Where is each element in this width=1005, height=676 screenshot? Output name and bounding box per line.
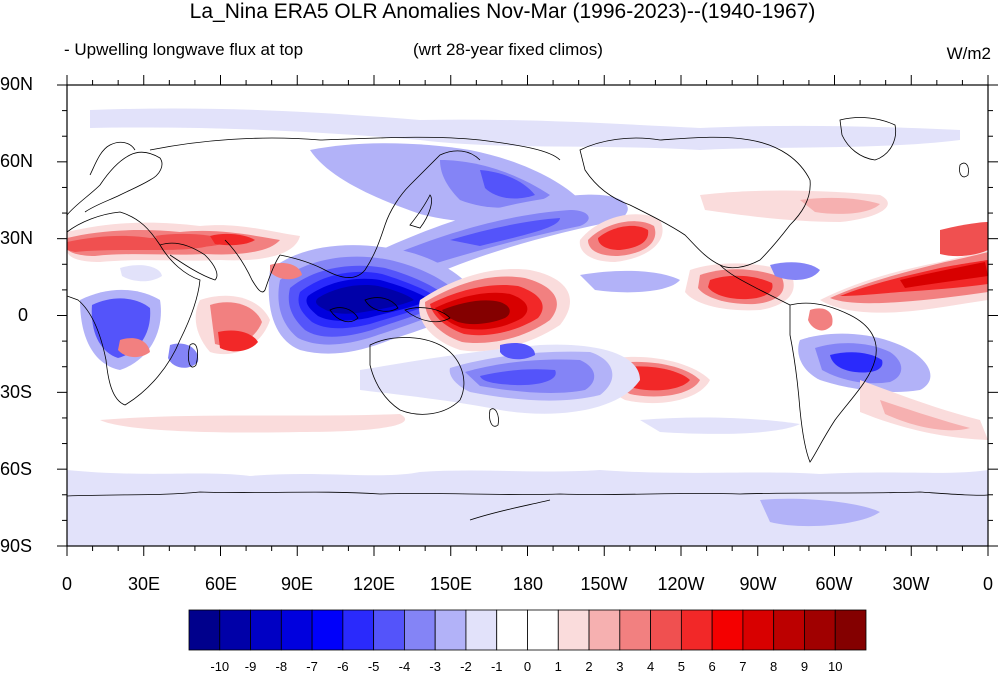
y-tick-label: 30N: [0, 228, 34, 248]
variable-subtitle: - Upwelling longwave flux at top: [64, 40, 304, 59]
tropical-atlantic-positive: [820, 222, 988, 313]
colorbar-label: -8: [275, 659, 288, 674]
y-tick-label: 90N: [0, 74, 34, 94]
colorbar-swatch: [434, 609, 467, 651]
colorbar-label: 2: [585, 659, 593, 674]
colorbar-swatch: [342, 609, 375, 651]
central-pacific-positive: [419, 269, 570, 352]
colorbar-swatch: [588, 609, 621, 651]
x-tick-label: 120E: [352, 574, 396, 594]
southern-ocean-negative-region: [67, 470, 988, 546]
colorbar-label: 8: [770, 659, 778, 674]
map-title: La_Nina ERA5 OLR Anomalies Nov-Mar (1996…: [189, 0, 816, 23]
colorbar-swatch: [311, 609, 344, 651]
south-america-negative: [798, 333, 931, 392]
colorbar-label: 4: [646, 659, 655, 674]
colorbar-label: -1: [490, 659, 503, 674]
colorbar-swatch: [680, 609, 713, 651]
colorbar-swatch: [496, 609, 528, 651]
x-tick-label: 60E: [204, 574, 238, 594]
colorbar-swatch: [250, 609, 282, 651]
colorbar-label: 0: [523, 659, 532, 674]
colorbar-swatch: [773, 609, 805, 651]
north-pacific-negative-band: [360, 194, 628, 277]
colorbar-label: -6: [337, 659, 349, 674]
x-tick-label: 150W: [580, 574, 628, 594]
colorbar-swatch: [804, 609, 836, 651]
y-tick-label: 30S: [0, 382, 33, 402]
colorbar-label: 6: [708, 659, 716, 674]
units-label: W/m2: [946, 44, 991, 63]
colorbar: [188, 609, 867, 651]
y-tick-label: 60S: [0, 459, 33, 479]
colorbar-label: -9: [244, 659, 257, 674]
axis-ticks: [57, 75, 998, 556]
colorbar-label: 7: [739, 659, 747, 674]
colorbar-label: -10: [210, 659, 230, 674]
colorbar-label: -4: [398, 659, 411, 674]
north-pacific-positive: [579, 214, 663, 262]
colorbar-swatch: [188, 609, 221, 651]
colorbar-swatch: [742, 609, 775, 651]
x-tick-label: 120W: [657, 574, 705, 594]
colorbar-swatch: [619, 609, 651, 651]
colorbar-swatch: [373, 609, 405, 651]
y-tick-label: 90S: [0, 536, 33, 556]
colorbar-swatch: [834, 609, 867, 651]
x-tick-label: 90E: [280, 574, 314, 594]
x-tick-label: 30E: [127, 574, 161, 594]
colorbar-label: 3: [616, 659, 624, 674]
x-tick-label: 90W: [739, 574, 777, 594]
colorbar-swatch: [280, 609, 313, 651]
colorbar-label: 10: [827, 659, 843, 674]
climatology-subtitle: (wrt 28-year fixed climos): [413, 40, 603, 59]
colorbar-swatch: [527, 609, 559, 651]
colorbar-label: -5: [367, 659, 380, 674]
x-tick-label: 0: [982, 574, 993, 594]
colorbar-swatch: [650, 609, 682, 651]
colorbar-swatch: [465, 609, 498, 651]
colorbar-label: -7: [306, 659, 318, 674]
northern-negative-region: [90, 108, 960, 222]
colorbar-swatch: [404, 609, 436, 651]
colorbar-swatch: [557, 609, 590, 651]
misc-anomaly-patches: [100, 190, 988, 440]
x-tick-label: 60W: [815, 574, 853, 594]
colorbar-label: -2: [460, 659, 472, 674]
x-tick-label: 180: [512, 574, 544, 594]
colorbar-label: 5: [677, 659, 685, 674]
south-pacific-negative: [360, 344, 640, 414]
x-tick-label: 30W: [892, 574, 930, 594]
x-tick-label: 150E: [429, 574, 473, 594]
africa-indian-ocean-anomalies: [80, 263, 302, 370]
central-america-positive: [685, 263, 794, 311]
y-tick-label: 60N: [0, 151, 34, 171]
y-tick-label: 0: [18, 305, 29, 325]
x-tick-label: 0: [61, 574, 72, 594]
colorbar-label: -3: [429, 659, 441, 674]
colorbar-label: 9: [800, 659, 809, 674]
colorbar-label: 1: [554, 659, 562, 674]
colorbar-swatch: [219, 609, 251, 651]
coastlines: [67, 117, 988, 521]
colorbar-swatch: [711, 609, 744, 651]
